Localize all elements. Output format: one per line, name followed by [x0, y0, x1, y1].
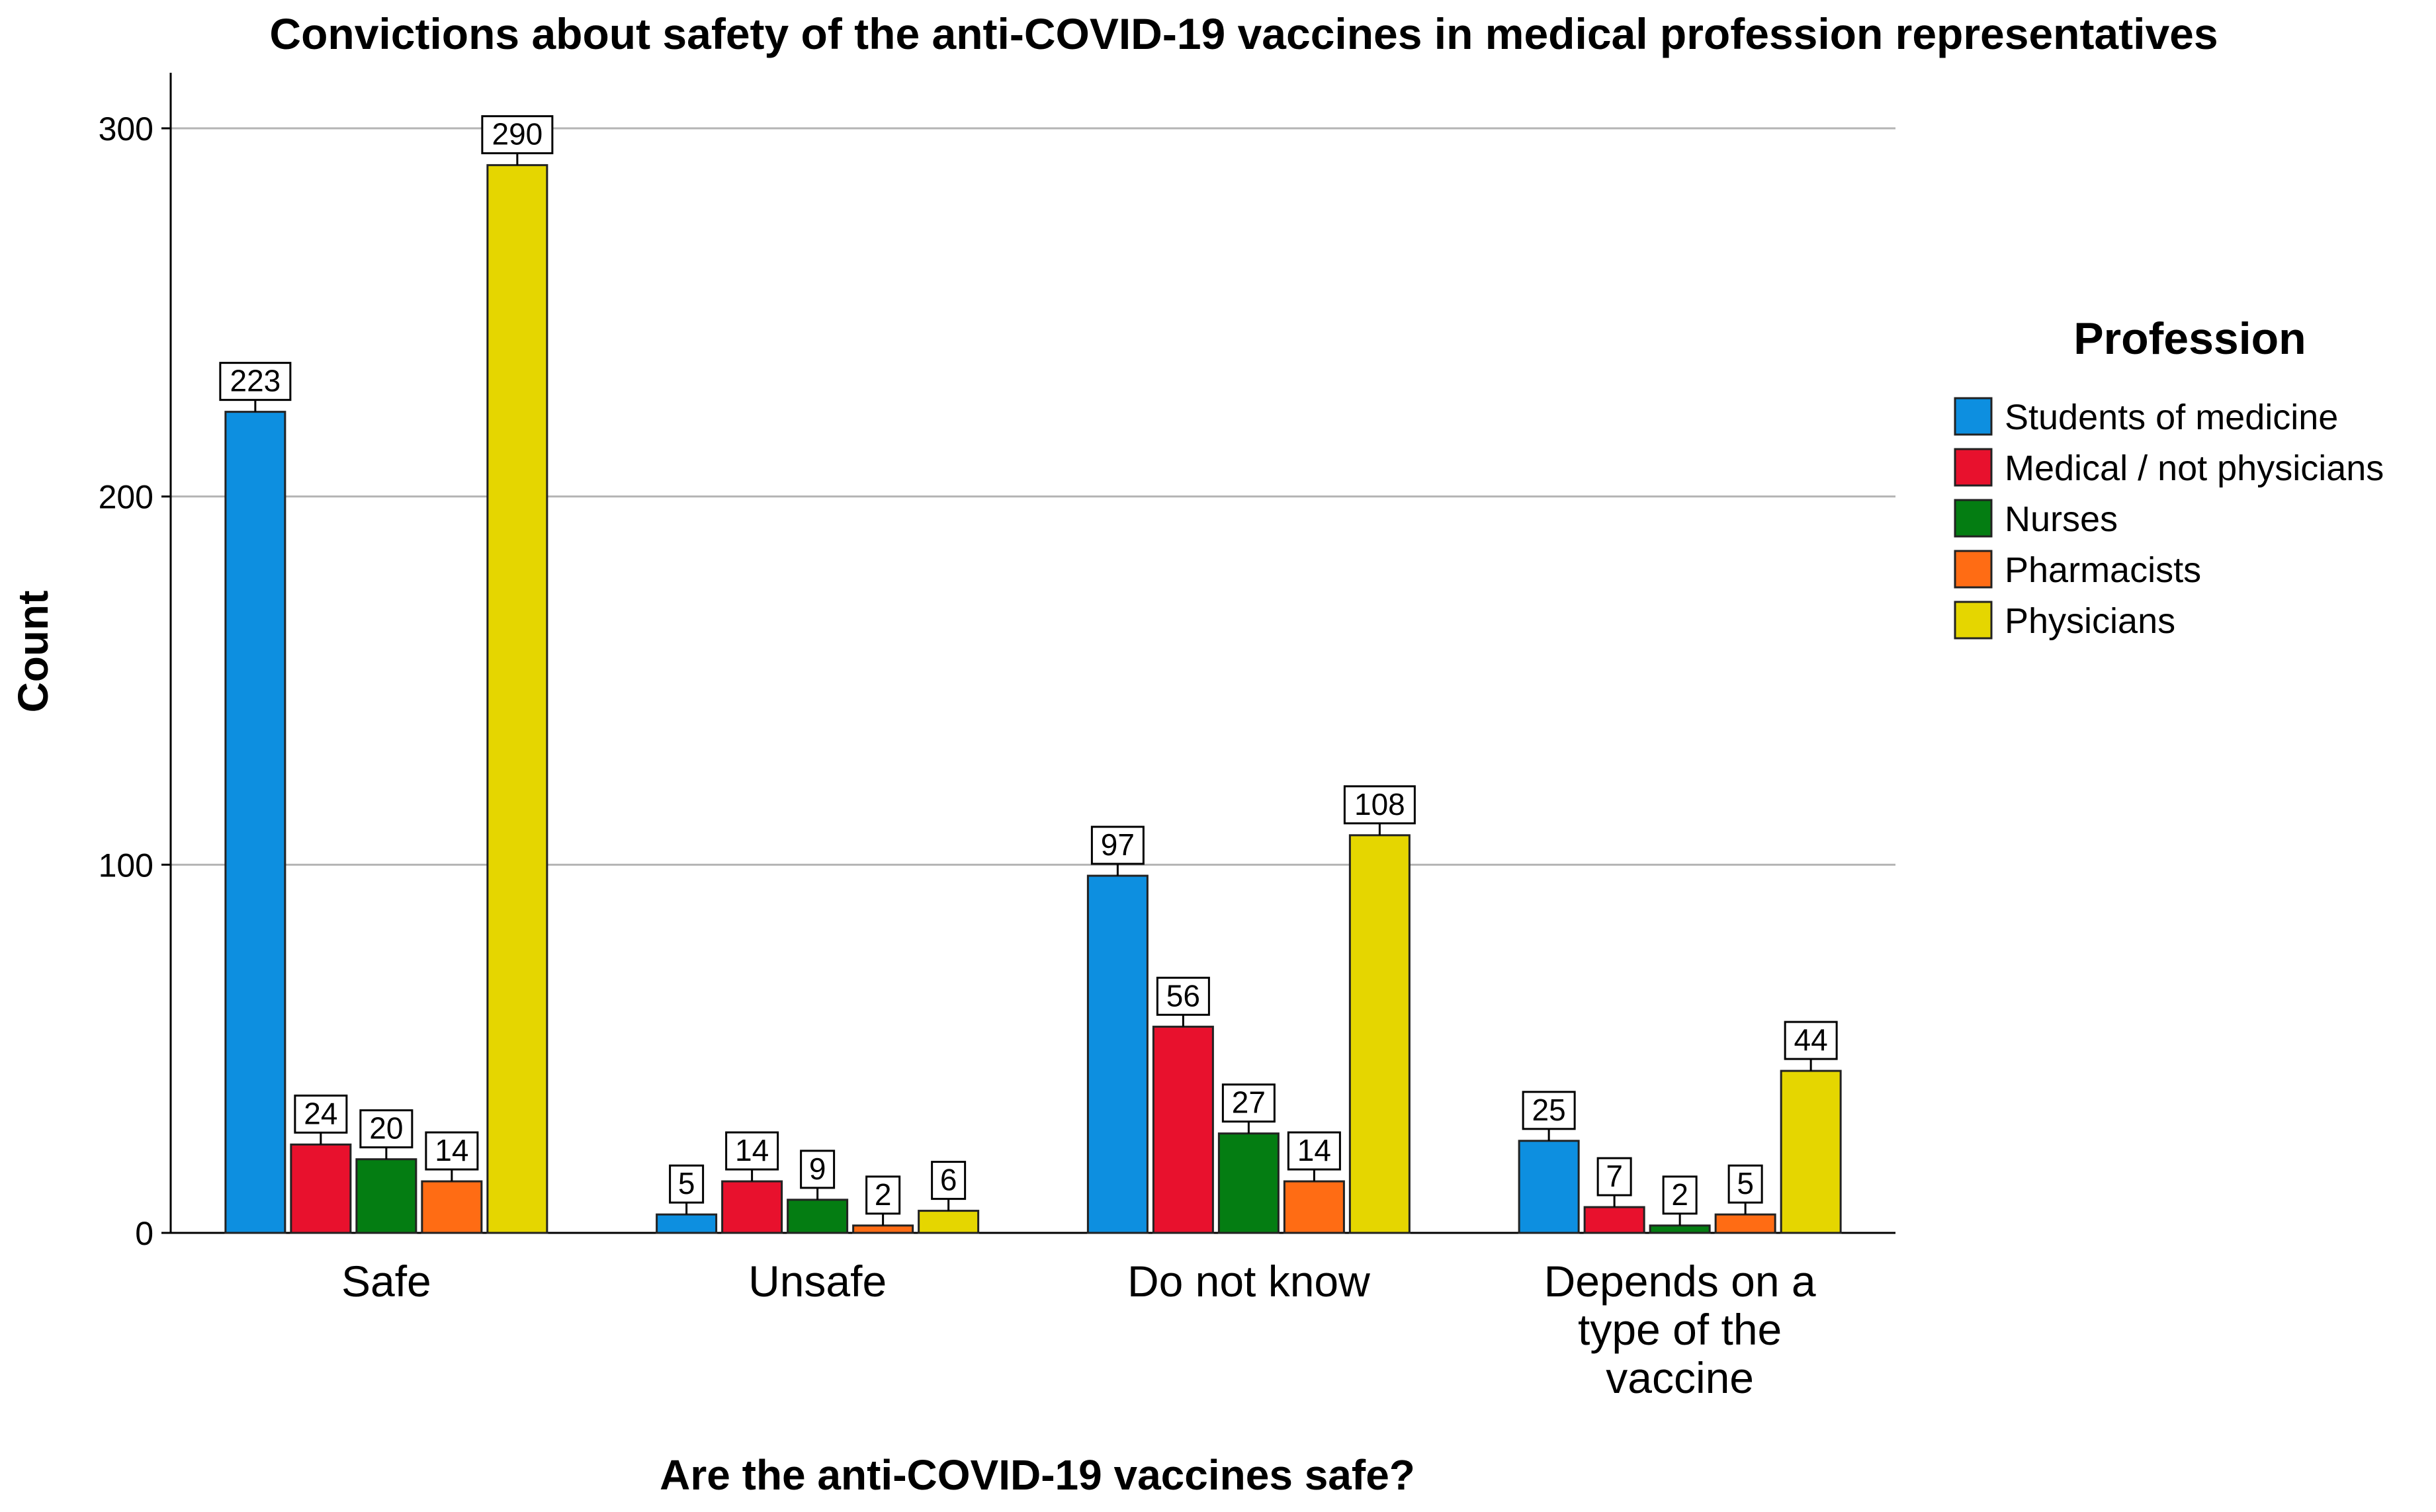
data-label: 24: [304, 1096, 337, 1130]
data-label: 108: [1354, 787, 1405, 821]
x-tick-label: vaccine: [1606, 1353, 1754, 1402]
y-axis-label: Count: [9, 591, 57, 713]
data-label-box: [1156, 976, 1210, 1016]
data-label-box: [1090, 825, 1145, 865]
bar-medical-not-physicians-2: [1152, 1025, 1214, 1234]
legend: Profession Students of medicine Medical /…: [1954, 314, 2384, 641]
data-label-box: [931, 1161, 967, 1200]
bar-nurses-1: [787, 1198, 849, 1234]
data-label-box: [669, 1164, 705, 1204]
bar-students-of-medicine-3: [1518, 1140, 1580, 1234]
bars: [224, 164, 1842, 1234]
data-label-box: [294, 1094, 348, 1134]
data-label: 56: [1166, 978, 1200, 1013]
legend-label: Pharmacists: [2005, 550, 2201, 590]
data-label: 6: [940, 1163, 957, 1197]
data-label-box: [425, 1131, 479, 1171]
bar-medical-not-physicians-0: [290, 1143, 352, 1234]
data-label: 25: [1532, 1093, 1566, 1127]
axes: [169, 73, 1895, 1234]
legend-swatch: [1954, 550, 1993, 589]
legend-title: Profession: [2073, 314, 2306, 364]
bar-students-of-medicine-1: [656, 1213, 718, 1234]
bar-medical-not-physicians-3: [1583, 1206, 1645, 1234]
data-label: 97: [1101, 827, 1135, 862]
y-tick-label: 300: [99, 110, 153, 147]
bar-physicians-3: [1780, 1070, 1842, 1234]
data-label: 5: [678, 1166, 695, 1200]
bar-nurses-3: [1649, 1224, 1711, 1234]
legend-label: Students of medicine: [2005, 398, 2338, 437]
data-label-box: [1343, 785, 1416, 825]
data-label-box: [359, 1109, 413, 1149]
data-label: 14: [1297, 1133, 1331, 1167]
data-label-box: [725, 1131, 779, 1171]
gridlines: [171, 127, 1895, 866]
bar-pharmacists-0: [421, 1180, 483, 1234]
data-label: 14: [435, 1133, 468, 1167]
bar-students-of-medicine-0: [224, 411, 286, 1234]
data-label-box: [1727, 1164, 1763, 1204]
bar-pharmacists-3: [1714, 1213, 1776, 1234]
data-label: 9: [809, 1152, 826, 1186]
data-label-box: [1784, 1021, 1838, 1060]
x-tick-label: Safe: [341, 1257, 431, 1306]
data-label-box: [865, 1175, 901, 1215]
data-label-box: [1522, 1091, 1576, 1130]
legend-label: Nurses: [2005, 499, 2118, 539]
y-tick-label: 0: [135, 1215, 153, 1252]
legend-swatch: [1954, 448, 1993, 487]
data-label: 27: [1232, 1085, 1266, 1120]
data-label: 290: [492, 117, 543, 151]
data-label: 2: [1671, 1177, 1688, 1212]
bar-students-of-medicine-2: [1086, 874, 1149, 1234]
y-axis-ticks: 0 100 200 300: [99, 110, 171, 1252]
data-label-box: [481, 115, 554, 155]
bar-nurses-0: [355, 1158, 417, 1234]
data-label: 5: [1737, 1166, 1754, 1200]
y-tick-label: 100: [99, 847, 153, 884]
y-tick-label: 200: [99, 479, 153, 516]
legend-swatch: [1954, 397, 1993, 436]
x-tick-label: type of the: [1578, 1305, 1782, 1354]
data-label-box: [800, 1150, 836, 1189]
data-label-box: [1221, 1083, 1276, 1123]
legend-swatch: [1954, 601, 1993, 640]
legend-swatch: [1954, 499, 1993, 538]
bar-nurses-2: [1217, 1132, 1280, 1234]
bar-pharmacists-1: [852, 1224, 914, 1234]
bar-physicians-1: [918, 1210, 980, 1234]
x-axis-label: Are the anti-COVID-19 vaccines safe?: [660, 1451, 1415, 1499]
bar-physicians-2: [1348, 834, 1411, 1234]
chart-title: Convictions about safety of the anti-COV…: [269, 9, 2218, 58]
data-label-box: [1287, 1131, 1341, 1171]
legend-label: Medical / not physicians: [2005, 448, 2384, 488]
data-label: 44: [1794, 1023, 1828, 1057]
data-label-box: [219, 362, 292, 401]
data-label: 20: [369, 1111, 403, 1146]
data-label: 223: [230, 364, 281, 398]
bar-pharmacists-2: [1283, 1180, 1345, 1234]
data-label-box: [1596, 1157, 1632, 1197]
data-label: 7: [1606, 1159, 1623, 1193]
x-tick-label: Depends on a: [1544, 1257, 1816, 1306]
bar-physicians-0: [486, 164, 548, 1234]
data-label: 2: [875, 1177, 892, 1212]
data-label: 14: [735, 1133, 769, 1167]
legend-label: Physicians: [2005, 601, 2175, 641]
x-tick-label: Unsafe: [748, 1257, 887, 1306]
bar-medical-not-physicians-1: [721, 1180, 783, 1234]
data-label-box: [1662, 1175, 1698, 1215]
x-tick-label: Do not know: [1127, 1257, 1370, 1306]
